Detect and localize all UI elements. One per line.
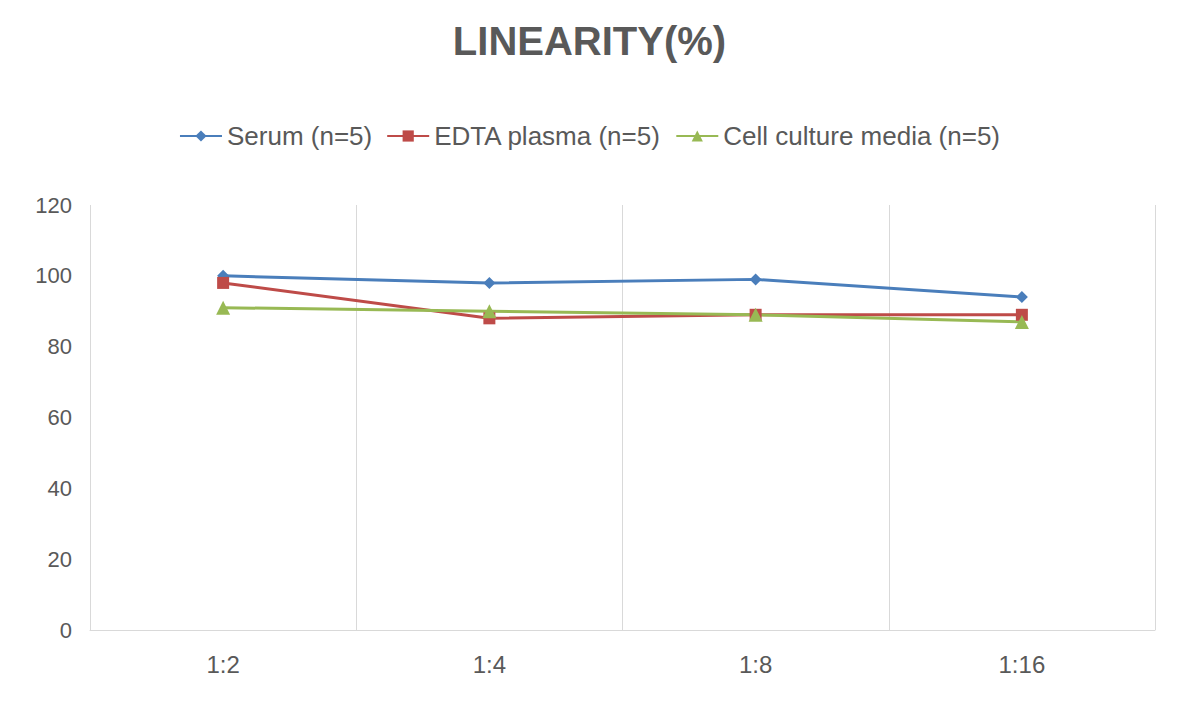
svg-text:Serum (n=5): Serum (n=5)	[227, 121, 372, 151]
svg-text:1:2: 1:2	[206, 651, 239, 678]
svg-text:EDTA plasma (n=5): EDTA plasma (n=5)	[434, 121, 660, 151]
svg-text:LINEARITY(%): LINEARITY(%)	[453, 19, 726, 63]
svg-text:40: 40	[48, 476, 72, 501]
svg-text:100: 100	[35, 263, 72, 288]
svg-text:20: 20	[48, 547, 72, 572]
svg-text:60: 60	[48, 405, 72, 430]
svg-text:0: 0	[60, 618, 72, 643]
svg-text:1:8: 1:8	[739, 651, 772, 678]
svg-text:1:4: 1:4	[473, 651, 506, 678]
svg-text:Cell culture media (n=5): Cell culture media (n=5)	[723, 121, 1000, 151]
svg-text:1:16: 1:16	[999, 651, 1046, 678]
svg-text:80: 80	[48, 334, 72, 359]
svg-text:120: 120	[35, 193, 72, 218]
